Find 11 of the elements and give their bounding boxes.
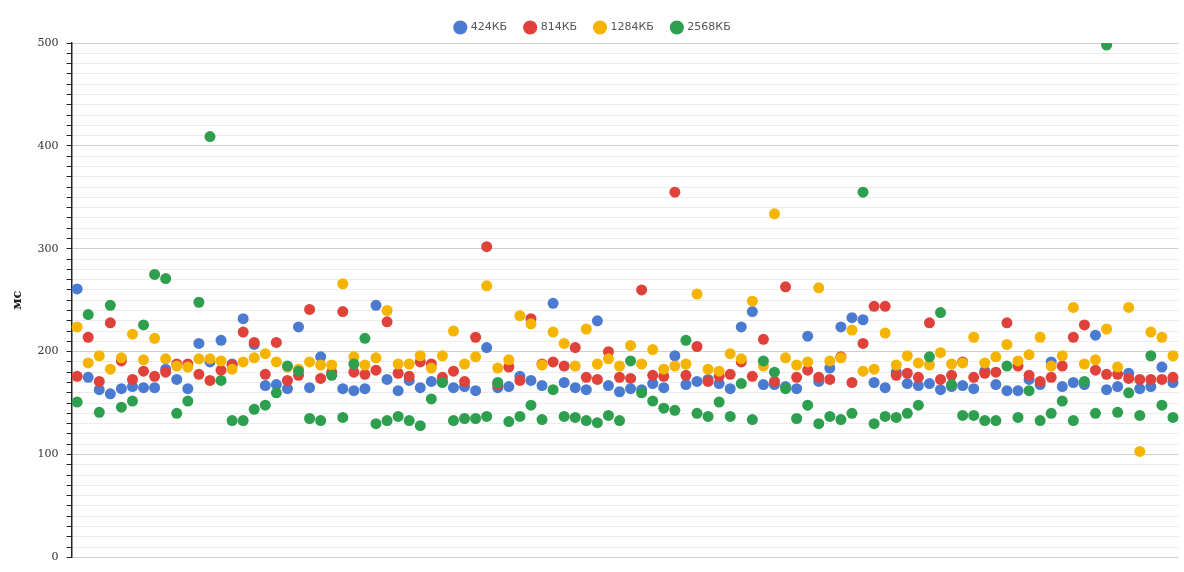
legend-label: 814КБ — [540, 20, 578, 34]
y-tick-label: 100 — [37, 447, 59, 461]
legend-label: 2568КБ — [687, 20, 731, 34]
legend-label: 1284КБ — [610, 20, 654, 34]
y-tick-label: 0 — [51, 550, 59, 564]
y-axis-title: мс — [9, 290, 25, 310]
y-tick-label: 200 — [37, 344, 59, 358]
legend-label: 424КБ — [470, 20, 508, 34]
y-tick-label: 400 — [37, 138, 59, 152]
y-tick-label: 500 — [37, 35, 59, 49]
y-tick-label: 300 — [37, 241, 59, 255]
